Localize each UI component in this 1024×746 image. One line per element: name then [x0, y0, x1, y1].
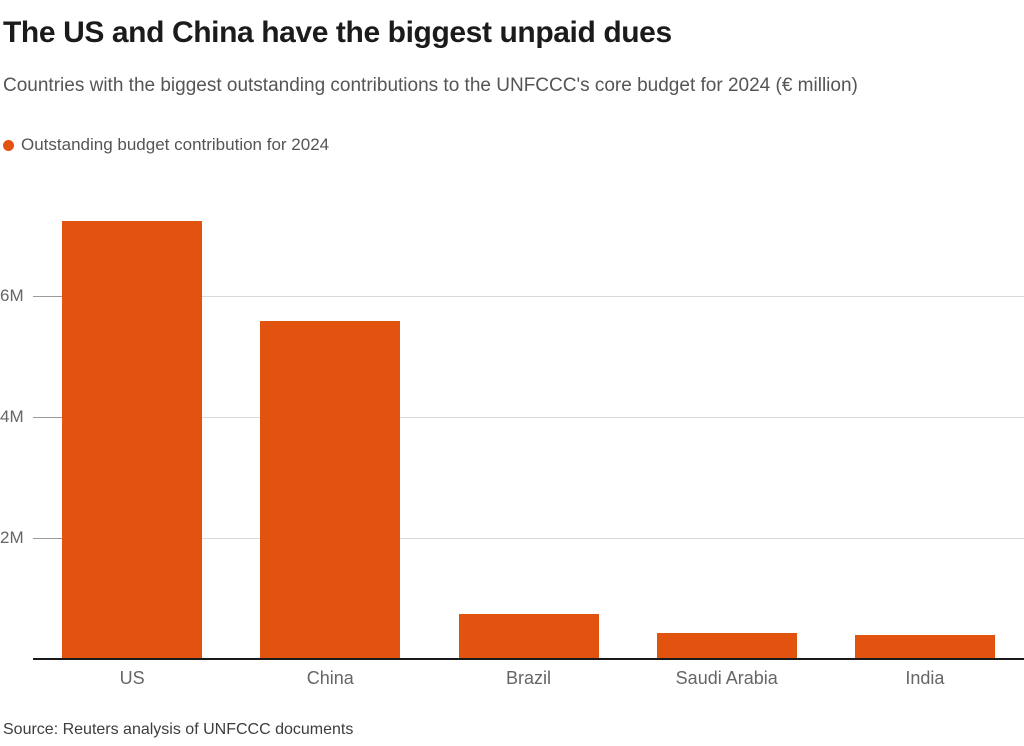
x-axis-line	[33, 658, 1024, 660]
x-axis-labels: US China Brazil Saudi Arabia India	[33, 668, 1024, 689]
x-axis-label-china: China	[306, 668, 354, 688]
legend-label: Outstanding budget contribution for 2024	[21, 135, 330, 154]
gridline-6m	[33, 296, 1024, 298]
tick-mark-6m	[33, 296, 62, 298]
y-tick-label-6m: 6M	[0, 286, 24, 306]
chart-legend: Outstanding budget contribution for 2024	[3, 135, 329, 155]
bar-china[interactable]	[260, 320, 401, 659]
plot-area	[33, 190, 1024, 659]
y-tick-label-4m: 4M	[0, 407, 24, 427]
x-axis-label-saudi-arabia: Saudi Arabia	[675, 668, 778, 688]
gridline-2m	[33, 538, 1024, 540]
x-axis-label-brazil: Brazil	[506, 668, 552, 688]
x-axis-label-india: India	[905, 668, 945, 688]
chart-subtitle: Countries with the biggest outstanding c…	[3, 75, 858, 96]
bar-brazil[interactable]	[458, 614, 599, 659]
x-axis-label-us: US	[119, 668, 145, 688]
legend-dot-icon	[3, 139, 14, 151]
y-tick-label-2m: 2M	[0, 528, 24, 548]
source-note: Source: Reuters analysis of UNFCCC docum…	[3, 721, 354, 738]
gridline-4m	[33, 417, 1024, 419]
bar-india[interactable]	[854, 635, 995, 659]
bar-us[interactable]	[62, 220, 203, 659]
tick-mark-4m	[33, 417, 62, 419]
tick-mark-2m	[33, 538, 62, 540]
bar-saudi-arabia[interactable]	[656, 633, 797, 659]
page-title: The US and China have the biggest unpaid…	[3, 16, 672, 49]
